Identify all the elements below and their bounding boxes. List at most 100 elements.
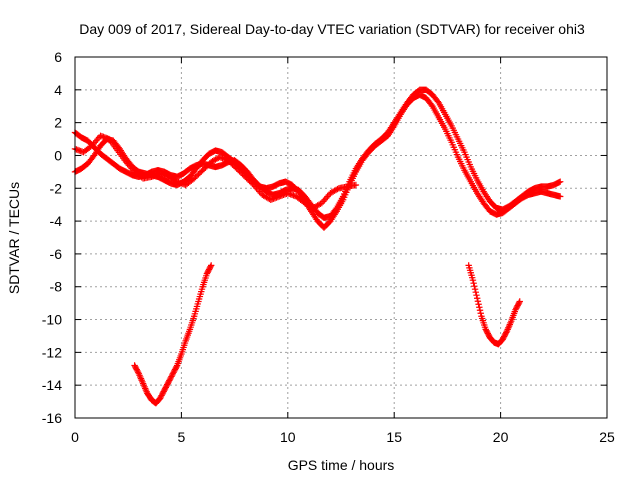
chart-title: Day 009 of 2017, Sidereal Day-to-day VTE…	[79, 21, 585, 37]
axis-ticks: 0 5 10 15 20 25 -16 -14 -12 -10 -8 -6 -4 -2 0 2 4 6	[42, 49, 615, 445]
data-point	[159, 391, 166, 398]
data-point	[474, 298, 482, 305]
data-point	[237, 169, 245, 176]
data-point	[503, 329, 510, 336]
data-point	[500, 334, 507, 342]
data-point	[240, 172, 248, 179]
series-side-arc-c	[71, 132, 360, 212]
data-point	[173, 363, 180, 371]
data-point	[200, 165, 208, 173]
data-point	[242, 173, 249, 180]
data-point	[196, 169, 204, 177]
data-point	[473, 295, 481, 302]
data-point	[190, 175, 198, 182]
data-point	[161, 385, 169, 392]
y-tick-label: -14	[42, 377, 62, 393]
data-point	[556, 178, 564, 185]
data-point	[476, 304, 483, 311]
y-tick-label: 0	[54, 147, 62, 163]
data-point	[202, 164, 209, 171]
gridlines	[75, 57, 607, 418]
data-point	[164, 380, 172, 387]
data-point	[203, 162, 211, 170]
data-point	[156, 395, 164, 402]
data-point	[514, 302, 521, 309]
data-point	[473, 292, 480, 299]
data-point	[207, 263, 214, 270]
data-point	[133, 366, 140, 373]
data-point	[249, 180, 256, 187]
data-point	[207, 262, 215, 269]
data-point	[163, 382, 170, 390]
data-point	[434, 98, 442, 105]
data-point	[484, 330, 492, 337]
x-tick-label: 25	[599, 429, 615, 445]
data-point	[500, 333, 508, 340]
data-point	[204, 269, 211, 276]
data-point	[203, 270, 211, 277]
data-point	[482, 326, 489, 333]
data-point	[172, 365, 179, 372]
data-point	[513, 305, 520, 312]
data-point	[502, 330, 509, 337]
data-point	[166, 377, 173, 384]
data-point	[195, 171, 202, 178]
data-point	[168, 373, 175, 380]
y-tick-label: -10	[42, 312, 62, 328]
data-point	[227, 159, 235, 167]
data-point	[501, 331, 509, 339]
y-tick-label: 4	[54, 82, 62, 98]
data-point	[225, 157, 232, 164]
series-main-arc-b	[71, 91, 564, 231]
data-point	[132, 363, 139, 371]
x-tick-label: 15	[386, 429, 402, 445]
data-point	[516, 298, 523, 305]
data-point	[515, 301, 522, 308]
data-point	[226, 158, 233, 165]
data-point	[167, 374, 174, 381]
data-point	[169, 370, 177, 377]
data-point	[475, 301, 482, 308]
y-tick-label: -8	[50, 279, 63, 295]
data-point	[206, 264, 213, 272]
data-point	[247, 179, 255, 186]
y-tick-label: -6	[50, 246, 63, 262]
x-tick-label: 20	[493, 429, 509, 445]
data-point	[87, 143, 94, 150]
x-axis-label: GPS time / hours	[288, 457, 395, 473]
data-point	[199, 167, 206, 174]
data-point	[230, 162, 238, 170]
data-point	[483, 328, 491, 336]
data-point	[471, 282, 478, 290]
data-point	[244, 176, 252, 183]
data-point	[205, 161, 212, 168]
data-point	[233, 165, 240, 172]
data-point	[334, 185, 341, 193]
data-point	[428, 101, 435, 109]
series-evening-dip	[465, 262, 523, 348]
data-point	[471, 285, 479, 293]
data-point	[472, 288, 479, 296]
y-tick-label: -16	[42, 410, 62, 426]
data-point	[205, 266, 213, 273]
data-point	[132, 365, 140, 372]
data-point	[134, 369, 142, 376]
data-point	[556, 193, 564, 200]
y-tick-label: -12	[42, 344, 62, 360]
data-point	[162, 384, 169, 391]
data-point	[161, 386, 168, 394]
y-tick-label: -4	[50, 213, 63, 229]
data-point	[205, 267, 212, 275]
data-point	[352, 181, 360, 189]
data-point	[168, 371, 176, 379]
series-morning-dip	[131, 262, 215, 407]
data-point	[134, 367, 141, 375]
y-tick-label: 2	[54, 115, 62, 131]
x-tick-label: 5	[178, 429, 186, 445]
data-point	[157, 393, 165, 401]
data-point	[158, 392, 165, 399]
data-point	[469, 276, 477, 284]
data-point	[229, 161, 236, 168]
data-point	[477, 310, 484, 317]
